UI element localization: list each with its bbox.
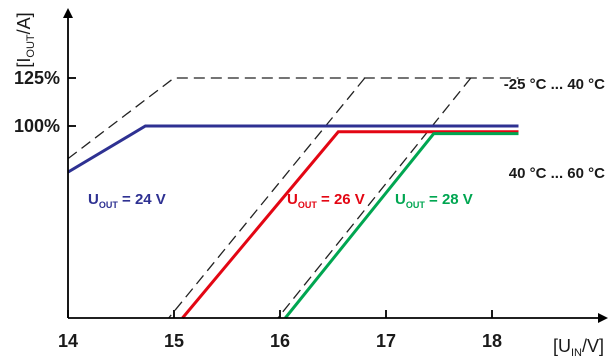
series-line-1 [68,124,519,174]
series-line-2 [181,130,519,319]
y-tick-label-125: 125% [14,68,60,88]
x-axis-title: [UIN/V] [553,336,604,358]
x-tick-label-16: 16 [270,331,290,351]
series-label-3: UOUT = 28 V [395,191,473,210]
x-tick-label-18: 18 [482,331,502,351]
series-label-1: UOUT = 24 V [88,191,166,210]
dashed-reference-line-1 [68,77,519,160]
series-layer [68,77,519,319]
annotation-upper: -25 °C ... 40 °C [504,76,605,93]
x-tick-label-17: 17 [376,331,396,351]
y-axis-arrow [63,8,73,18]
annotation-lower: 40 °C ... 60 °C [509,165,605,182]
x-tick-label-15: 15 [164,331,184,351]
dashed-reference-line-2 [168,77,366,319]
series-label-2: UOUT = 26 V [287,191,365,210]
x-tick-label-14: 14 [58,331,78,351]
axes-layer [63,8,608,323]
dashed-reference-line-3 [277,77,472,319]
y-tick-label-100: 100% [14,116,60,136]
y-axis-title: [IOUT/A] [14,12,37,67]
series-line-3 [284,132,519,319]
text-layer: 14 15 16 17 18 100% 125% [UIN/V] [IOUT/A] -25 °C … [14,12,605,358]
x-axis-arrow [598,313,608,323]
